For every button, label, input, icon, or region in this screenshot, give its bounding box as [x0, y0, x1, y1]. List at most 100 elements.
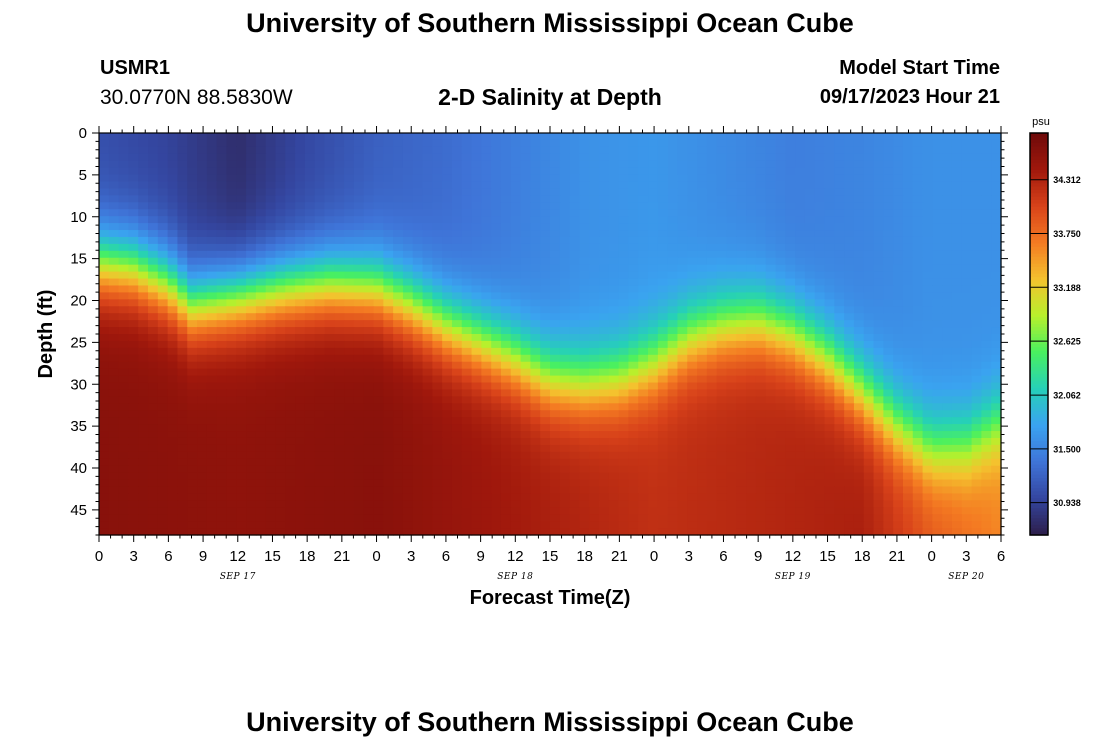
heatmap-cell — [628, 313, 639, 321]
heatmap-cell — [236, 507, 247, 515]
heatmap-cell — [726, 382, 737, 391]
heatmap-cell — [814, 250, 826, 259]
heatmap-cell — [618, 230, 630, 238]
heatmap-cell — [589, 382, 600, 391]
heatmap-cell — [216, 167, 228, 176]
heatmap-cell — [912, 500, 924, 508]
heatmap-cell — [167, 431, 179, 439]
heatmap-cell — [569, 285, 581, 294]
heatmap-cell — [226, 257, 237, 266]
heatmap-cell — [667, 486, 679, 495]
heatmap-cell — [138, 188, 149, 196]
heatmap-cell — [393, 486, 404, 495]
heatmap-cell — [844, 139, 855, 148]
heatmap-cell — [814, 257, 826, 266]
heatmap-cell — [961, 437, 973, 446]
heatmap-cell — [981, 153, 992, 162]
heatmap-cell — [697, 320, 708, 328]
heatmap-cell — [216, 417, 228, 425]
heatmap-cell — [246, 216, 257, 224]
heatmap-cell — [451, 396, 463, 404]
heatmap-cell — [971, 375, 982, 384]
heatmap-cell — [334, 236, 345, 245]
heatmap-cell — [118, 417, 130, 425]
heatmap-cell — [687, 223, 698, 231]
heatmap-cell — [226, 451, 237, 460]
heatmap-cell — [971, 403, 982, 411]
heatmap-cell — [608, 306, 620, 314]
heatmap-cell — [706, 209, 718, 217]
heatmap-cell — [873, 243, 884, 252]
heatmap-cell — [961, 313, 973, 321]
heatmap-cell — [353, 410, 365, 418]
heatmap-cell — [255, 458, 267, 467]
heatmap-cell — [638, 278, 649, 287]
heatmap-cell — [148, 160, 159, 169]
heatmap-cell — [275, 375, 286, 384]
heatmap-cell — [265, 382, 277, 391]
heatmap-cell — [932, 375, 943, 384]
heatmap-cell — [510, 306, 522, 314]
heatmap-cell — [412, 340, 424, 349]
heatmap-cell — [138, 271, 149, 280]
heatmap-cell — [187, 368, 198, 377]
heatmap-cell — [99, 424, 110, 432]
heatmap-cell — [216, 278, 228, 287]
heatmap-cell — [197, 451, 208, 460]
heatmap-cell — [706, 181, 718, 190]
heatmap-cell — [697, 465, 708, 474]
heatmap-cell — [157, 437, 169, 446]
heatmap-cell — [157, 417, 169, 425]
heatmap-cell — [304, 486, 316, 495]
heatmap-cell — [118, 146, 130, 155]
heatmap-cell — [638, 313, 649, 321]
heatmap-cell — [736, 313, 747, 321]
heatmap-cell — [451, 250, 463, 259]
heatmap-cell — [500, 410, 512, 418]
heatmap-cell — [795, 167, 806, 176]
heatmap-cell — [510, 188, 522, 196]
heatmap-cell — [932, 146, 943, 155]
heatmap-cell — [187, 479, 198, 488]
heatmap-cell — [432, 361, 443, 370]
heatmap-cell — [746, 403, 757, 411]
heatmap-cell — [324, 361, 335, 370]
heatmap-cell — [304, 479, 316, 488]
heatmap-cell — [344, 230, 355, 238]
heatmap-cell — [451, 347, 463, 356]
heatmap-cell — [687, 500, 698, 508]
heatmap-cell — [344, 403, 355, 411]
heatmap-cell — [167, 243, 179, 252]
heatmap-cell — [775, 396, 786, 404]
heatmap-cell — [746, 375, 757, 384]
heatmap-cell — [834, 451, 845, 460]
heatmap-cell — [599, 167, 610, 176]
heatmap-cell — [491, 458, 502, 467]
heatmap-cell — [412, 403, 424, 411]
heatmap-cell — [726, 354, 737, 363]
heatmap-cell — [471, 431, 482, 439]
heatmap-cell — [226, 375, 237, 384]
heatmap-cell — [804, 451, 816, 460]
heatmap-cell — [118, 167, 130, 176]
heatmap-cell — [324, 257, 335, 266]
heatmap-cell — [991, 368, 1002, 377]
heatmap-cell — [550, 347, 561, 356]
heatmap-cell — [177, 271, 188, 280]
heatmap-cell — [804, 479, 816, 488]
heatmap-cell — [687, 389, 698, 397]
heatmap-cell — [108, 340, 120, 349]
heatmap-cell — [402, 320, 414, 328]
heatmap-cell — [530, 368, 541, 377]
heatmap-cell — [814, 313, 826, 321]
heatmap-cell — [353, 292, 365, 300]
heatmap-cell — [314, 271, 326, 280]
heatmap-cell — [265, 458, 277, 467]
heatmap-cell — [981, 160, 992, 169]
heatmap-cell — [942, 486, 953, 495]
heatmap-cell — [353, 368, 365, 377]
heatmap-cell — [500, 299, 512, 307]
heatmap-cell — [618, 299, 630, 307]
heatmap-cell — [363, 375, 375, 384]
heatmap-cell — [618, 403, 630, 411]
